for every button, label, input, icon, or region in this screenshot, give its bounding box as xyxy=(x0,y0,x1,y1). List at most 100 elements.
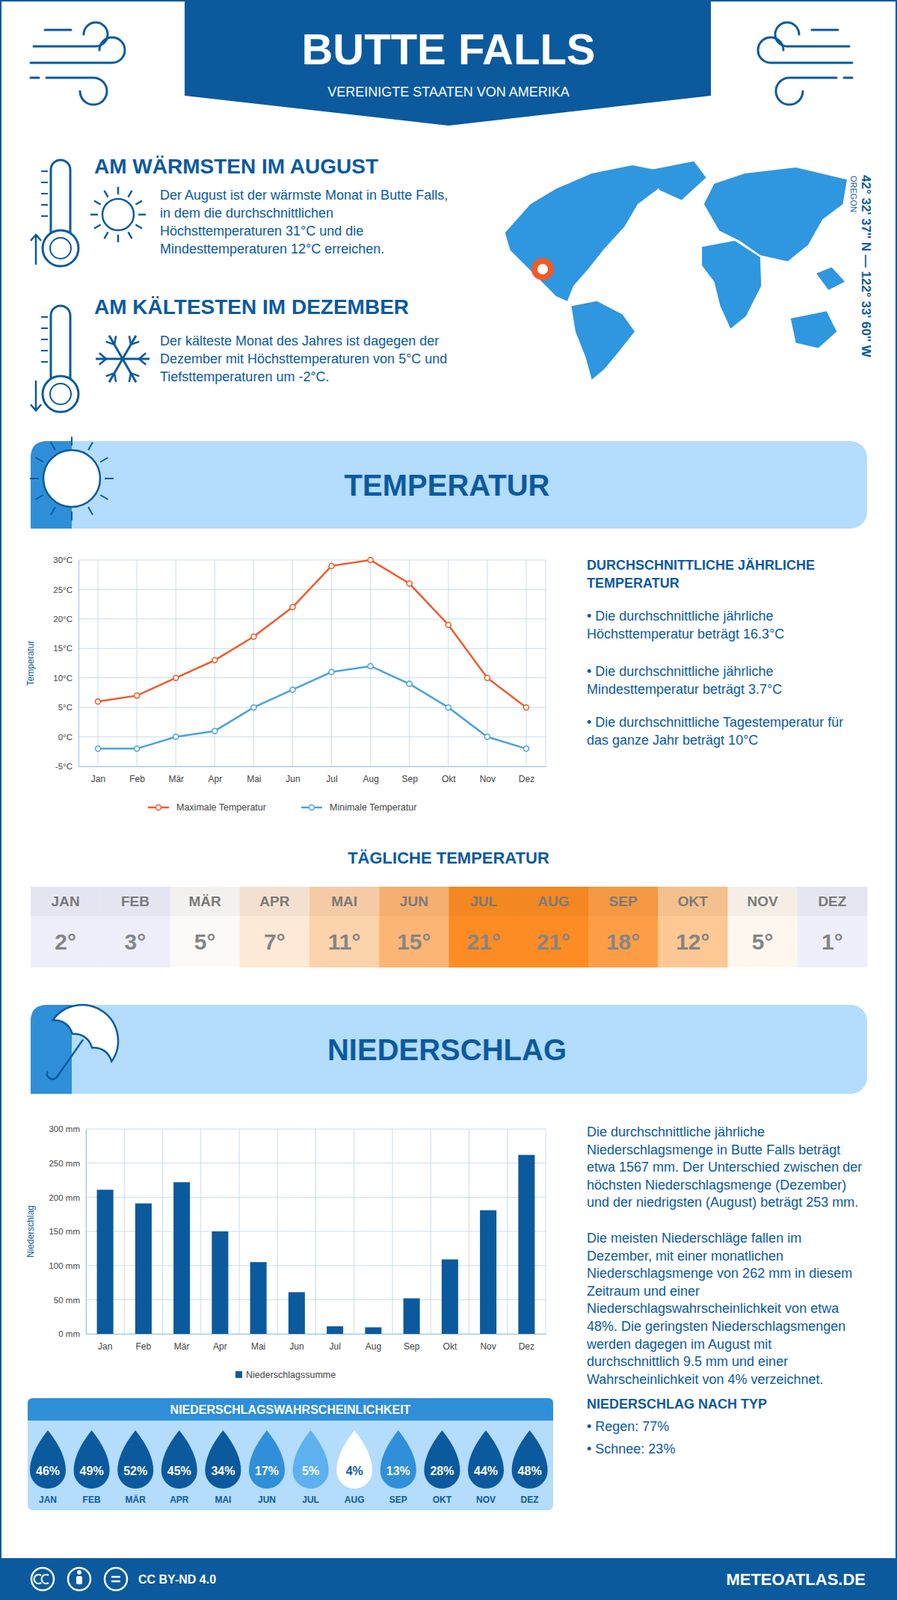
thermo-tick xyxy=(41,181,48,184)
grid-line xyxy=(78,618,546,619)
tick-label: Mai xyxy=(246,773,261,785)
tick-label: 15°C xyxy=(53,643,73,653)
cell-header-shade xyxy=(797,886,868,916)
banner-bg xyxy=(30,441,868,529)
y-tick: -5°C xyxy=(55,761,79,771)
y-tick: 200 mm xyxy=(48,1193,86,1202)
cell-month: JUN xyxy=(399,893,429,909)
flake-branch xyxy=(99,352,107,359)
legend-item: Maximale Temperatur xyxy=(148,802,267,813)
sun-ray xyxy=(117,234,120,243)
legend-swatch xyxy=(156,805,162,811)
tick-label: Jun xyxy=(285,773,300,785)
drop-month: MAI xyxy=(214,1494,231,1505)
thermo-bulb-inner xyxy=(50,383,72,405)
umbrella-canopy xyxy=(53,990,133,1061)
table-cell: DEZ1° xyxy=(797,886,868,968)
wind-stroke xyxy=(775,22,850,47)
cell-bg xyxy=(588,886,659,968)
x-tick: Nov xyxy=(479,766,496,785)
sun-ray xyxy=(94,201,101,205)
table-cell: NOV5° xyxy=(728,886,799,968)
grid-line xyxy=(545,559,547,767)
point xyxy=(523,704,529,711)
cell-bg xyxy=(449,886,520,968)
tick-label: Apr xyxy=(213,1341,228,1352)
drop-shape xyxy=(423,1429,460,1489)
y-tick: 15°C xyxy=(53,643,79,653)
wind-stroke xyxy=(757,37,853,63)
table-title: TÄGLICHE TEMPERATUR xyxy=(347,848,550,868)
point xyxy=(290,686,296,693)
sun-icon xyxy=(90,186,146,243)
drop: 5%JUL xyxy=(293,1429,329,1505)
cell-bg xyxy=(657,886,729,968)
x-tick: Jul xyxy=(325,766,338,785)
y-tick: 250 mm xyxy=(48,1158,86,1168)
tick-label: 20°C xyxy=(53,614,73,624)
plot-marks xyxy=(97,1154,536,1334)
type-item: • Schnee: 23% xyxy=(586,1437,865,1460)
bar xyxy=(288,1291,305,1334)
x-tick: Feb xyxy=(136,1333,152,1352)
point xyxy=(328,669,335,675)
cell-value: 21° xyxy=(536,929,571,954)
cell-bg xyxy=(100,886,171,968)
cell-value: 5° xyxy=(194,929,217,954)
point xyxy=(251,633,257,640)
cell-header-shade xyxy=(100,886,171,916)
grid-line xyxy=(239,1128,240,1334)
license-icon-mark xyxy=(111,1576,121,1581)
footer: CC BY-ND 4.0METEOATLAS.DE xyxy=(0,1557,897,1600)
table-cell: MÄR5° xyxy=(170,886,241,968)
thermo-bulb-inner xyxy=(50,237,72,259)
sun-ray xyxy=(88,442,93,450)
drop: 13%SEP xyxy=(380,1429,417,1505)
thermo-tick xyxy=(41,338,48,341)
thermo-bulb xyxy=(42,230,79,267)
cell-bg xyxy=(728,886,799,968)
y-tick: 0°C xyxy=(58,732,79,742)
tick-label: Jun xyxy=(289,1341,304,1352)
flake-branch xyxy=(130,341,140,345)
point xyxy=(484,674,490,681)
grid-line xyxy=(253,559,255,767)
cell-month: SEP xyxy=(609,893,638,909)
tick-label: 5°C xyxy=(58,702,73,712)
x-tick: Okt xyxy=(441,766,456,785)
table-cell: SEP18° xyxy=(588,886,659,968)
tick-label: 30°C xyxy=(53,555,73,565)
cell-month: DEZ xyxy=(817,893,847,909)
cell-header-shade xyxy=(728,886,799,916)
grid-line xyxy=(162,1128,163,1334)
tick-label: 25°C xyxy=(53,585,73,595)
y-tick: 0 mm xyxy=(58,1329,86,1339)
flake-arm xyxy=(109,335,123,359)
legend-label: Minimale Temperatur xyxy=(329,802,417,813)
grid-line xyxy=(331,559,332,767)
wind-stroke xyxy=(811,29,838,32)
sun-icon xyxy=(29,436,114,521)
flake-branch xyxy=(114,335,116,345)
x-tick: Mai xyxy=(246,766,261,785)
sun-ray xyxy=(138,213,146,217)
sun-ray xyxy=(135,201,143,205)
drop-value: 4% xyxy=(346,1464,364,1478)
grid-line xyxy=(353,1128,355,1334)
summary-item: • Die durchschnittliche Tagestemperatur … xyxy=(586,713,868,749)
tick-label: Apr xyxy=(207,773,223,785)
cell-month: APR xyxy=(259,893,290,909)
drop-month: AUG xyxy=(344,1494,365,1505)
bar xyxy=(518,1154,535,1334)
continent xyxy=(505,165,664,302)
x-tick: Nov xyxy=(479,1333,496,1352)
grid-line xyxy=(525,559,527,767)
tick-label: Aug xyxy=(365,1341,382,1352)
tick-label: Sep xyxy=(403,1341,421,1352)
sun-ray xyxy=(90,213,98,217)
tick-label: 200 mm xyxy=(48,1193,80,1202)
bar xyxy=(326,1326,344,1334)
line xyxy=(97,559,527,708)
tick-label: Mai xyxy=(251,1341,266,1352)
region: OREGON xyxy=(849,175,859,213)
